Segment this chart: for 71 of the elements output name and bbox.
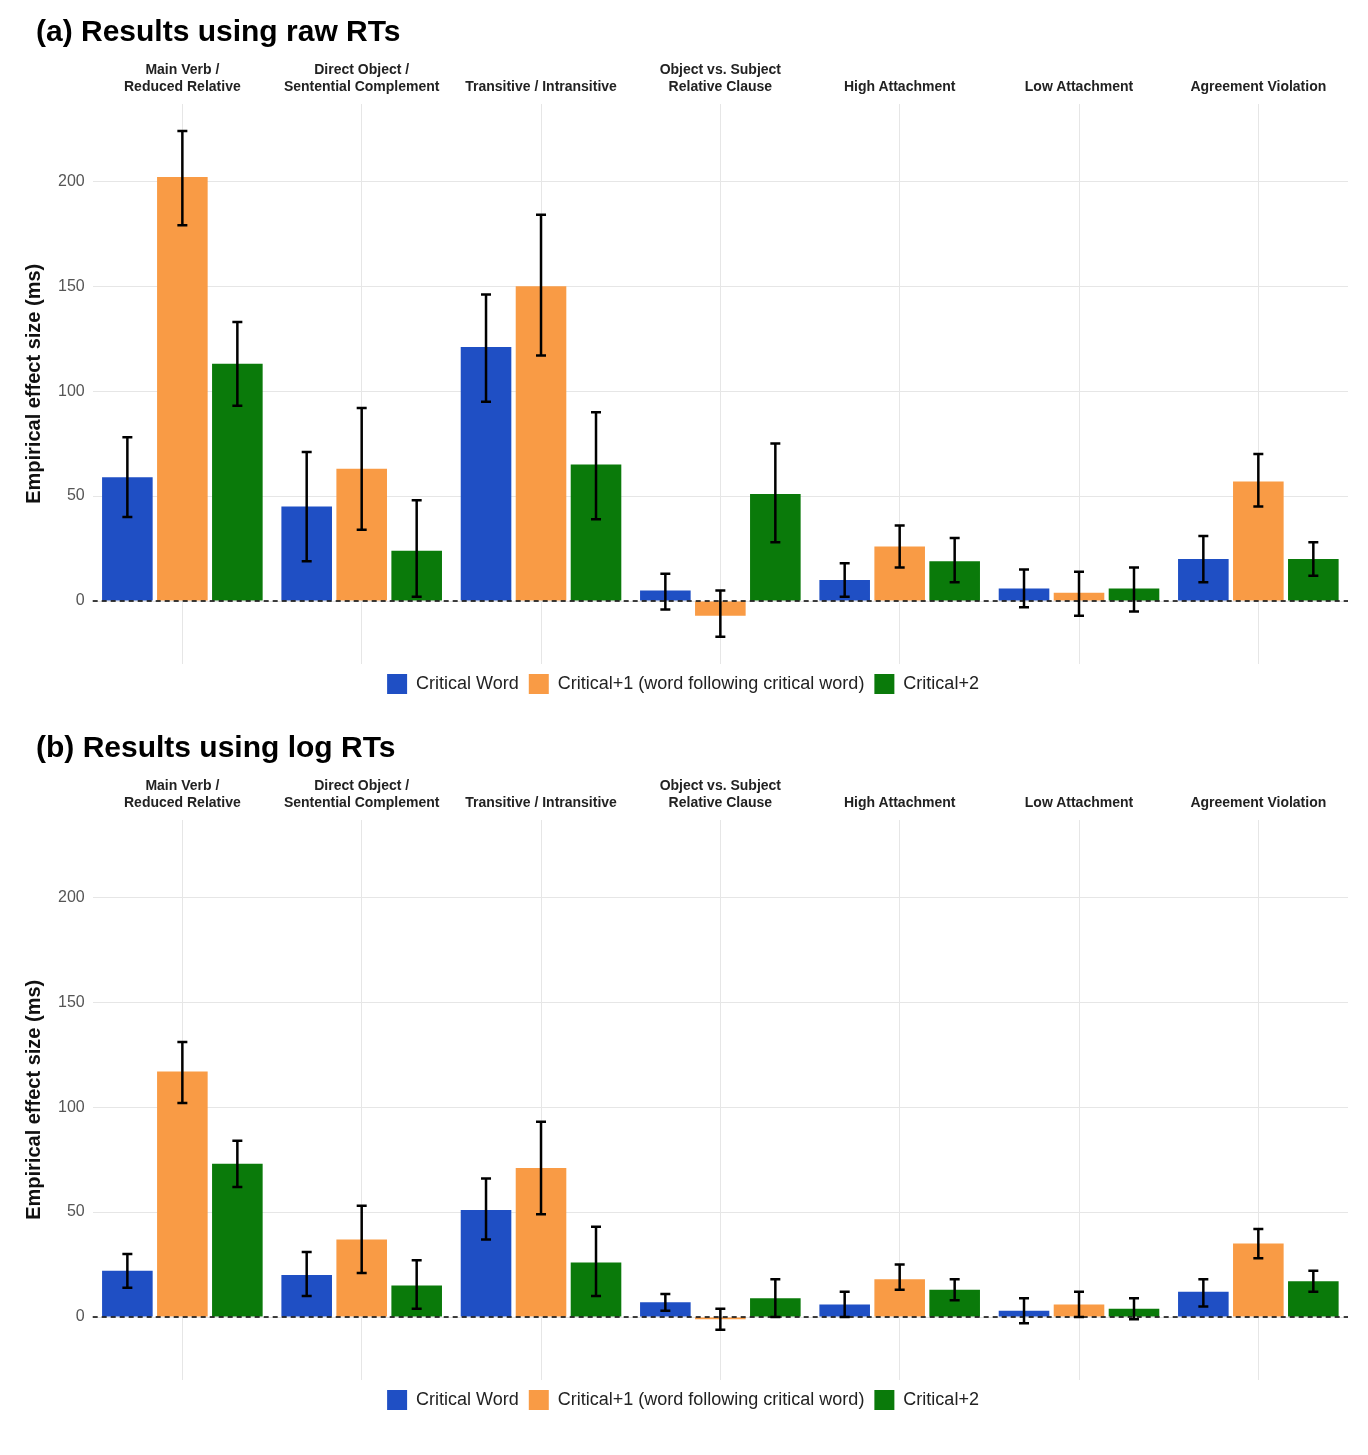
bar [1288, 559, 1339, 601]
x-tick-label: Direct Object / Sentential Complement [283, 777, 440, 811]
y-axis-title: Empirical effect size (ms) [21, 263, 44, 504]
bar [157, 1071, 208, 1317]
x-tick-label: Object vs. Subject Relative Clause [659, 777, 782, 811]
legend-label: Critical Word [416, 672, 519, 693]
bar [1233, 481, 1284, 601]
x-tick-label: High Attachment [843, 78, 956, 95]
bar [1053, 1304, 1105, 1317]
x-tick-label: Main Verb / Reduced Relative [124, 777, 241, 811]
y-tick-label: 0 [75, 591, 85, 609]
bar [391, 1285, 442, 1317]
bar [695, 601, 746, 616]
y-tick-label: 100 [57, 381, 85, 399]
bar [391, 550, 442, 601]
x-tick-label: Direct Object / Sentential Complement [283, 61, 440, 95]
bar [570, 464, 622, 601]
bar [281, 1275, 332, 1317]
bar [640, 1302, 691, 1317]
x-tick-label: Object vs. Subject Relative Clause [659, 61, 782, 95]
bar [929, 561, 980, 601]
bar [212, 363, 263, 601]
bar [515, 286, 567, 601]
bar [1178, 559, 1229, 601]
bar [102, 477, 153, 601]
y-tick-label: 50 [66, 486, 85, 504]
bar [515, 1168, 567, 1317]
bar [1178, 1291, 1229, 1317]
x-tick-label: Main Verb / Reduced Relative [124, 61, 241, 95]
bar [336, 468, 387, 601]
bar [750, 493, 801, 601]
y-axis-title: Empirical effect size (ms) [21, 979, 44, 1220]
y-tick-label: 0 [75, 1307, 85, 1325]
bar [157, 177, 208, 601]
legend-label: Critical+2 [903, 1388, 979, 1409]
bar [929, 1289, 980, 1317]
legend-label: Critical+2 [903, 672, 979, 693]
y-tick-label: 150 [57, 276, 85, 294]
bar [460, 347, 512, 601]
x-tick-label: Low Attachment [1024, 78, 1134, 95]
legend-label: Critical+1 (word following critical word) [557, 1388, 865, 1409]
bar [750, 1298, 801, 1317]
bar [102, 1270, 153, 1317]
legend-label: Critical Word [416, 1388, 519, 1409]
bar [819, 580, 870, 601]
x-tick-label: Transitive / Intransitive [465, 78, 618, 95]
bar [1233, 1243, 1284, 1317]
x-tick-label: Low Attachment [1024, 794, 1134, 811]
bar [212, 1163, 263, 1317]
bar [874, 546, 925, 601]
bar [1288, 1281, 1339, 1317]
bar [281, 506, 332, 601]
y-tick-label: 200 [57, 171, 85, 189]
chart-title: (a) Results using raw RTs [35, 13, 402, 49]
bar [460, 1209, 512, 1317]
bar [819, 1304, 870, 1317]
y-tick-label: 150 [57, 992, 85, 1010]
y-tick-label: 100 [57, 1097, 85, 1115]
bar [998, 588, 1050, 601]
chart-title: (b) Results using log RTs [35, 729, 397, 765]
bar [336, 1239, 387, 1317]
y-tick-label: 200 [57, 887, 85, 905]
bar [874, 1279, 925, 1317]
x-tick-label: High Attachment [843, 794, 956, 811]
legend-label: Critical+1 (word following critical word) [557, 672, 865, 693]
x-tick-label: Transitive / Intransitive [465, 794, 618, 811]
bar [570, 1262, 622, 1317]
x-tick-label: Agreement Violation [1190, 794, 1327, 811]
bar [1108, 588, 1160, 601]
y-tick-label: 50 [66, 1202, 85, 1220]
x-tick-label: Agreement Violation [1190, 78, 1327, 95]
